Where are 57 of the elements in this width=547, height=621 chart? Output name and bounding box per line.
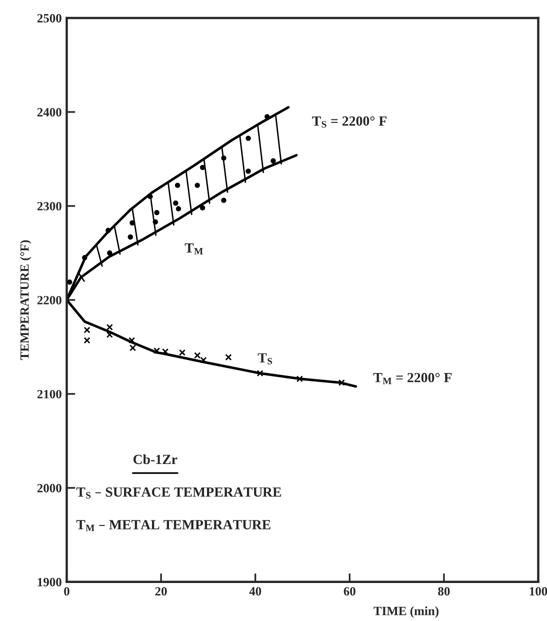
point	[106, 331, 113, 338]
y-tick-label: 1900	[38, 578, 62, 586]
point	[106, 228, 111, 233]
point	[225, 354, 232, 361]
point	[176, 206, 182, 212]
point	[154, 347, 160, 354]
point	[246, 168, 251, 174]
y-axis-title: TEMPERATURE (°F)	[20, 240, 32, 360]
annotation: T$_{S}$ – SURFACE TEMPERATURE	[76, 487, 282, 499]
y-tick-label: 2500	[37, 14, 62, 22]
point	[129, 344, 136, 352]
point	[66, 279, 72, 285]
point	[162, 348, 169, 355]
annotation: T$_{M}$	[184, 243, 203, 254]
point	[84, 337, 90, 344]
y-tick-label: 2300	[37, 202, 62, 210]
point	[107, 250, 112, 256]
point	[270, 158, 276, 164]
annotation: T$_{M}$ = 2200° F	[373, 372, 452, 384]
x-tick-label: 60	[344, 587, 356, 596]
y-tick-label: 2400	[37, 108, 62, 116]
point	[246, 136, 251, 141]
point	[264, 114, 270, 120]
x-tick-label: 80	[438, 587, 450, 596]
point	[82, 255, 88, 260]
point	[148, 194, 153, 200]
point	[178, 349, 186, 356]
point	[84, 326, 90, 334]
point	[338, 379, 345, 386]
point	[194, 352, 201, 359]
point	[128, 337, 136, 344]
x-tick-label: 40	[249, 587, 262, 596]
point	[256, 370, 264, 377]
x-axis-title: TIME (min)	[374, 606, 438, 618]
annotation: T$_{S}$	[258, 353, 272, 364]
point	[174, 182, 180, 188]
point	[130, 220, 135, 226]
annotation: T$_{M}$ – METAL TEMPERATURE	[76, 520, 270, 532]
x-tick-label: 0	[64, 587, 70, 596]
point	[200, 205, 206, 210]
point	[194, 182, 200, 188]
annotation: T$_{S}$ = 2200° F	[312, 116, 387, 128]
point	[200, 356, 207, 364]
point	[128, 234, 133, 240]
point	[173, 200, 178, 206]
y-tick-label: 2000	[37, 484, 62, 492]
point	[106, 324, 113, 330]
annotation: Cb-1Zr	[133, 454, 178, 464]
point	[154, 210, 160, 216]
point	[221, 155, 226, 161]
y-tick-label: 2200	[37, 296, 62, 304]
point	[221, 198, 226, 203]
point	[152, 219, 158, 225]
x-tick-label: 20	[155, 587, 167, 596]
y-tick-label: 2100	[37, 390, 62, 398]
point	[296, 376, 303, 382]
x-tick-label: 100	[530, 587, 547, 596]
